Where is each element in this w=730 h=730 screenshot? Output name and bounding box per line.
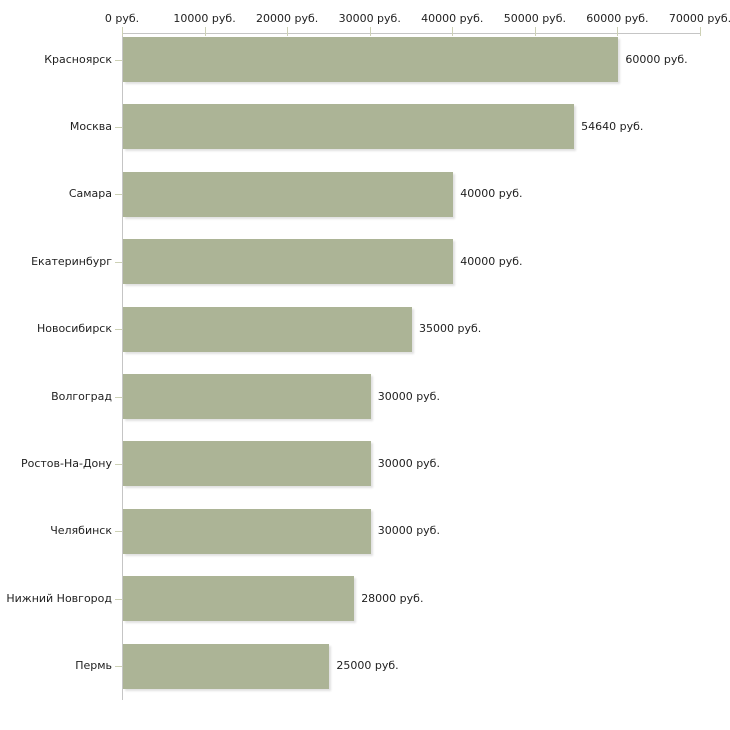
- x-tick-label: 20000 руб.: [256, 12, 319, 25]
- y-tick-mark: [115, 598, 122, 600]
- bar-value-label: 30000 руб.: [377, 524, 440, 538]
- y-axis-label: Красноярск: [44, 52, 112, 66]
- y-tick-mark: [115, 59, 122, 61]
- y-axis-label: Пермь: [75, 659, 112, 673]
- bar: [123, 441, 371, 487]
- bar: [123, 104, 575, 150]
- x-tick-label: 70000 руб.: [668, 12, 730, 25]
- y-tick-mark: [115, 396, 122, 398]
- x-tick-mark: [122, 27, 123, 36]
- y-axis-label: Нижний Новгород: [6, 591, 112, 605]
- x-tick-label: 0 руб.: [104, 12, 140, 25]
- y-tick-mark: [115, 463, 122, 465]
- y-tick-mark: [115, 531, 122, 533]
- y-axis-label: Ростов-На-Дону: [20, 456, 112, 470]
- y-tick-mark: [115, 194, 122, 196]
- x-tick-label: 40000 руб.: [421, 12, 484, 25]
- x-tick-mark: [452, 27, 454, 36]
- bar-value-label: 40000 руб.: [460, 254, 523, 268]
- bar: [123, 576, 355, 622]
- bar: [123, 508, 371, 554]
- x-tick-label: 50000 руб.: [503, 12, 566, 25]
- bar: [123, 643, 330, 689]
- bar: [123, 239, 454, 285]
- y-axis-label: Волгоград: [51, 389, 112, 403]
- x-tick-mark: [369, 27, 371, 36]
- bar-value-label: 35000 руб.: [419, 322, 482, 336]
- y-axis-line: [122, 33, 123, 700]
- x-tick-mark: [204, 27, 206, 36]
- bar-value-label: 30000 руб.: [377, 456, 440, 470]
- bar-value-label: 60000 руб.: [625, 52, 688, 66]
- x-tick-mark: [287, 27, 289, 36]
- y-axis-label: Екатеринбург: [31, 254, 112, 268]
- bar-value-label: 54640 руб.: [581, 119, 644, 133]
- y-tick-mark: [115, 666, 122, 668]
- y-axis-label: Самара: [68, 187, 112, 201]
- x-tick-label: 30000 руб.: [338, 12, 401, 25]
- bar-value-label: 25000 руб.: [336, 659, 399, 673]
- bar-value-label: 28000 руб.: [361, 591, 424, 605]
- y-tick-mark: [115, 126, 122, 128]
- bar-value-label: 40000 руб.: [460, 187, 523, 201]
- x-tick-mark: [534, 27, 536, 36]
- y-axis-label: Челябинск: [50, 524, 112, 538]
- x-tick-mark: [700, 27, 701, 36]
- bar-value-label: 30000 руб.: [377, 389, 440, 403]
- y-axis-label: Москва: [69, 119, 112, 133]
- bar: [123, 37, 619, 82]
- bar: [123, 374, 371, 419]
- bar: [123, 306, 412, 352]
- x-tick-label: 60000 руб.: [586, 12, 649, 25]
- y-tick-mark: [115, 261, 122, 263]
- x-axis-line: [122, 33, 701, 34]
- bar: [123, 171, 454, 217]
- x-tick-label: 10000 руб.: [173, 12, 236, 25]
- x-tick-mark: [617, 27, 619, 36]
- y-tick-mark: [115, 329, 122, 331]
- y-axis-label: Новосибирск: [36, 322, 112, 336]
